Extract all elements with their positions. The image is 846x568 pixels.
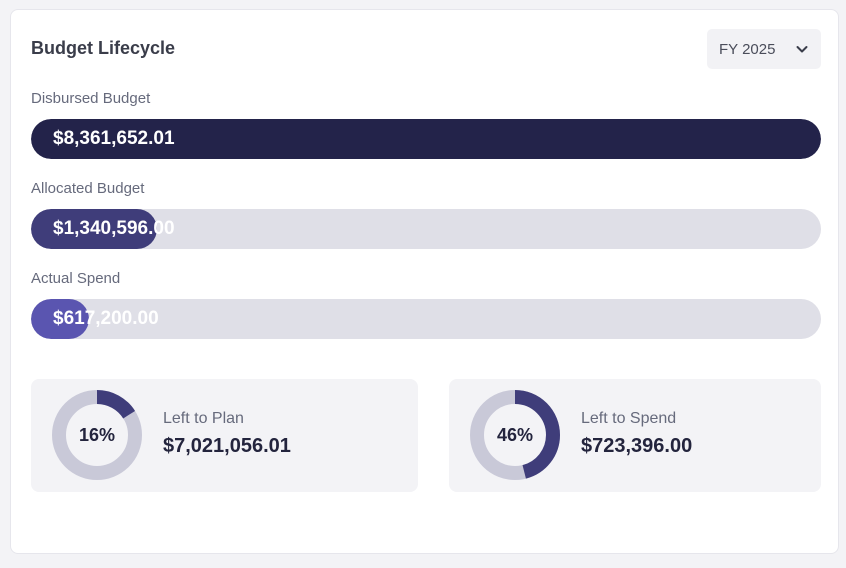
actual-spend-label: Actual Spend <box>31 270 121 287</box>
left-to-spend-label: Left to Spend <box>581 410 677 427</box>
left-to-plan-label: Left to Plan <box>163 410 244 427</box>
disbursed-budget-amount: $8,361,652.01 <box>53 128 175 149</box>
chevron-down-icon <box>795 42 809 56</box>
fiscal-year-select[interactable]: FY 2025 <box>707 29 821 69</box>
budget-lifecycle-card: Budget Lifecycle FY 2025 Disbursed Budge… <box>10 9 839 554</box>
actual-spend-bar: $617,200.00 <box>31 299 821 339</box>
disbursed-budget-fill <box>31 119 821 159</box>
donut-segment <box>470 390 560 480</box>
donut-segment <box>52 390 142 480</box>
left-to-spend-percent: 46% <box>496 425 534 445</box>
actual-spend-amount: $617,200.00 <box>53 308 159 329</box>
left-to-spend-donut: 46% <box>469 389 561 481</box>
allocated-budget-label: Allocated Budget <box>31 180 145 197</box>
left-to-spend-card: 46% Left to Spend $723,396.00 <box>449 379 821 492</box>
disbursed-budget-label: Disbursed Budget <box>31 90 151 107</box>
card-title: Budget Lifecycle <box>31 38 176 58</box>
left-to-plan-percent: 16% <box>78 425 116 445</box>
allocated-budget-bar: $1,340,596.00 <box>31 209 821 249</box>
left-to-plan-donut: 16% <box>51 389 143 481</box>
actual-spend-fill <box>31 299 89 339</box>
left-to-spend-value: $723,396.00 <box>581 435 693 457</box>
allocated-budget-fill <box>31 209 157 249</box>
allocated-budget-amount: $1,340,596.00 <box>53 218 175 239</box>
left-to-plan-card: 16% Left to Plan $7,021,056.01 <box>31 379 418 492</box>
left-to-plan-value: $7,021,056.01 <box>163 435 291 457</box>
disbursed-budget-bar: $8,361,652.01 <box>31 119 821 159</box>
fiscal-year-value: FY 2025 <box>719 40 776 58</box>
